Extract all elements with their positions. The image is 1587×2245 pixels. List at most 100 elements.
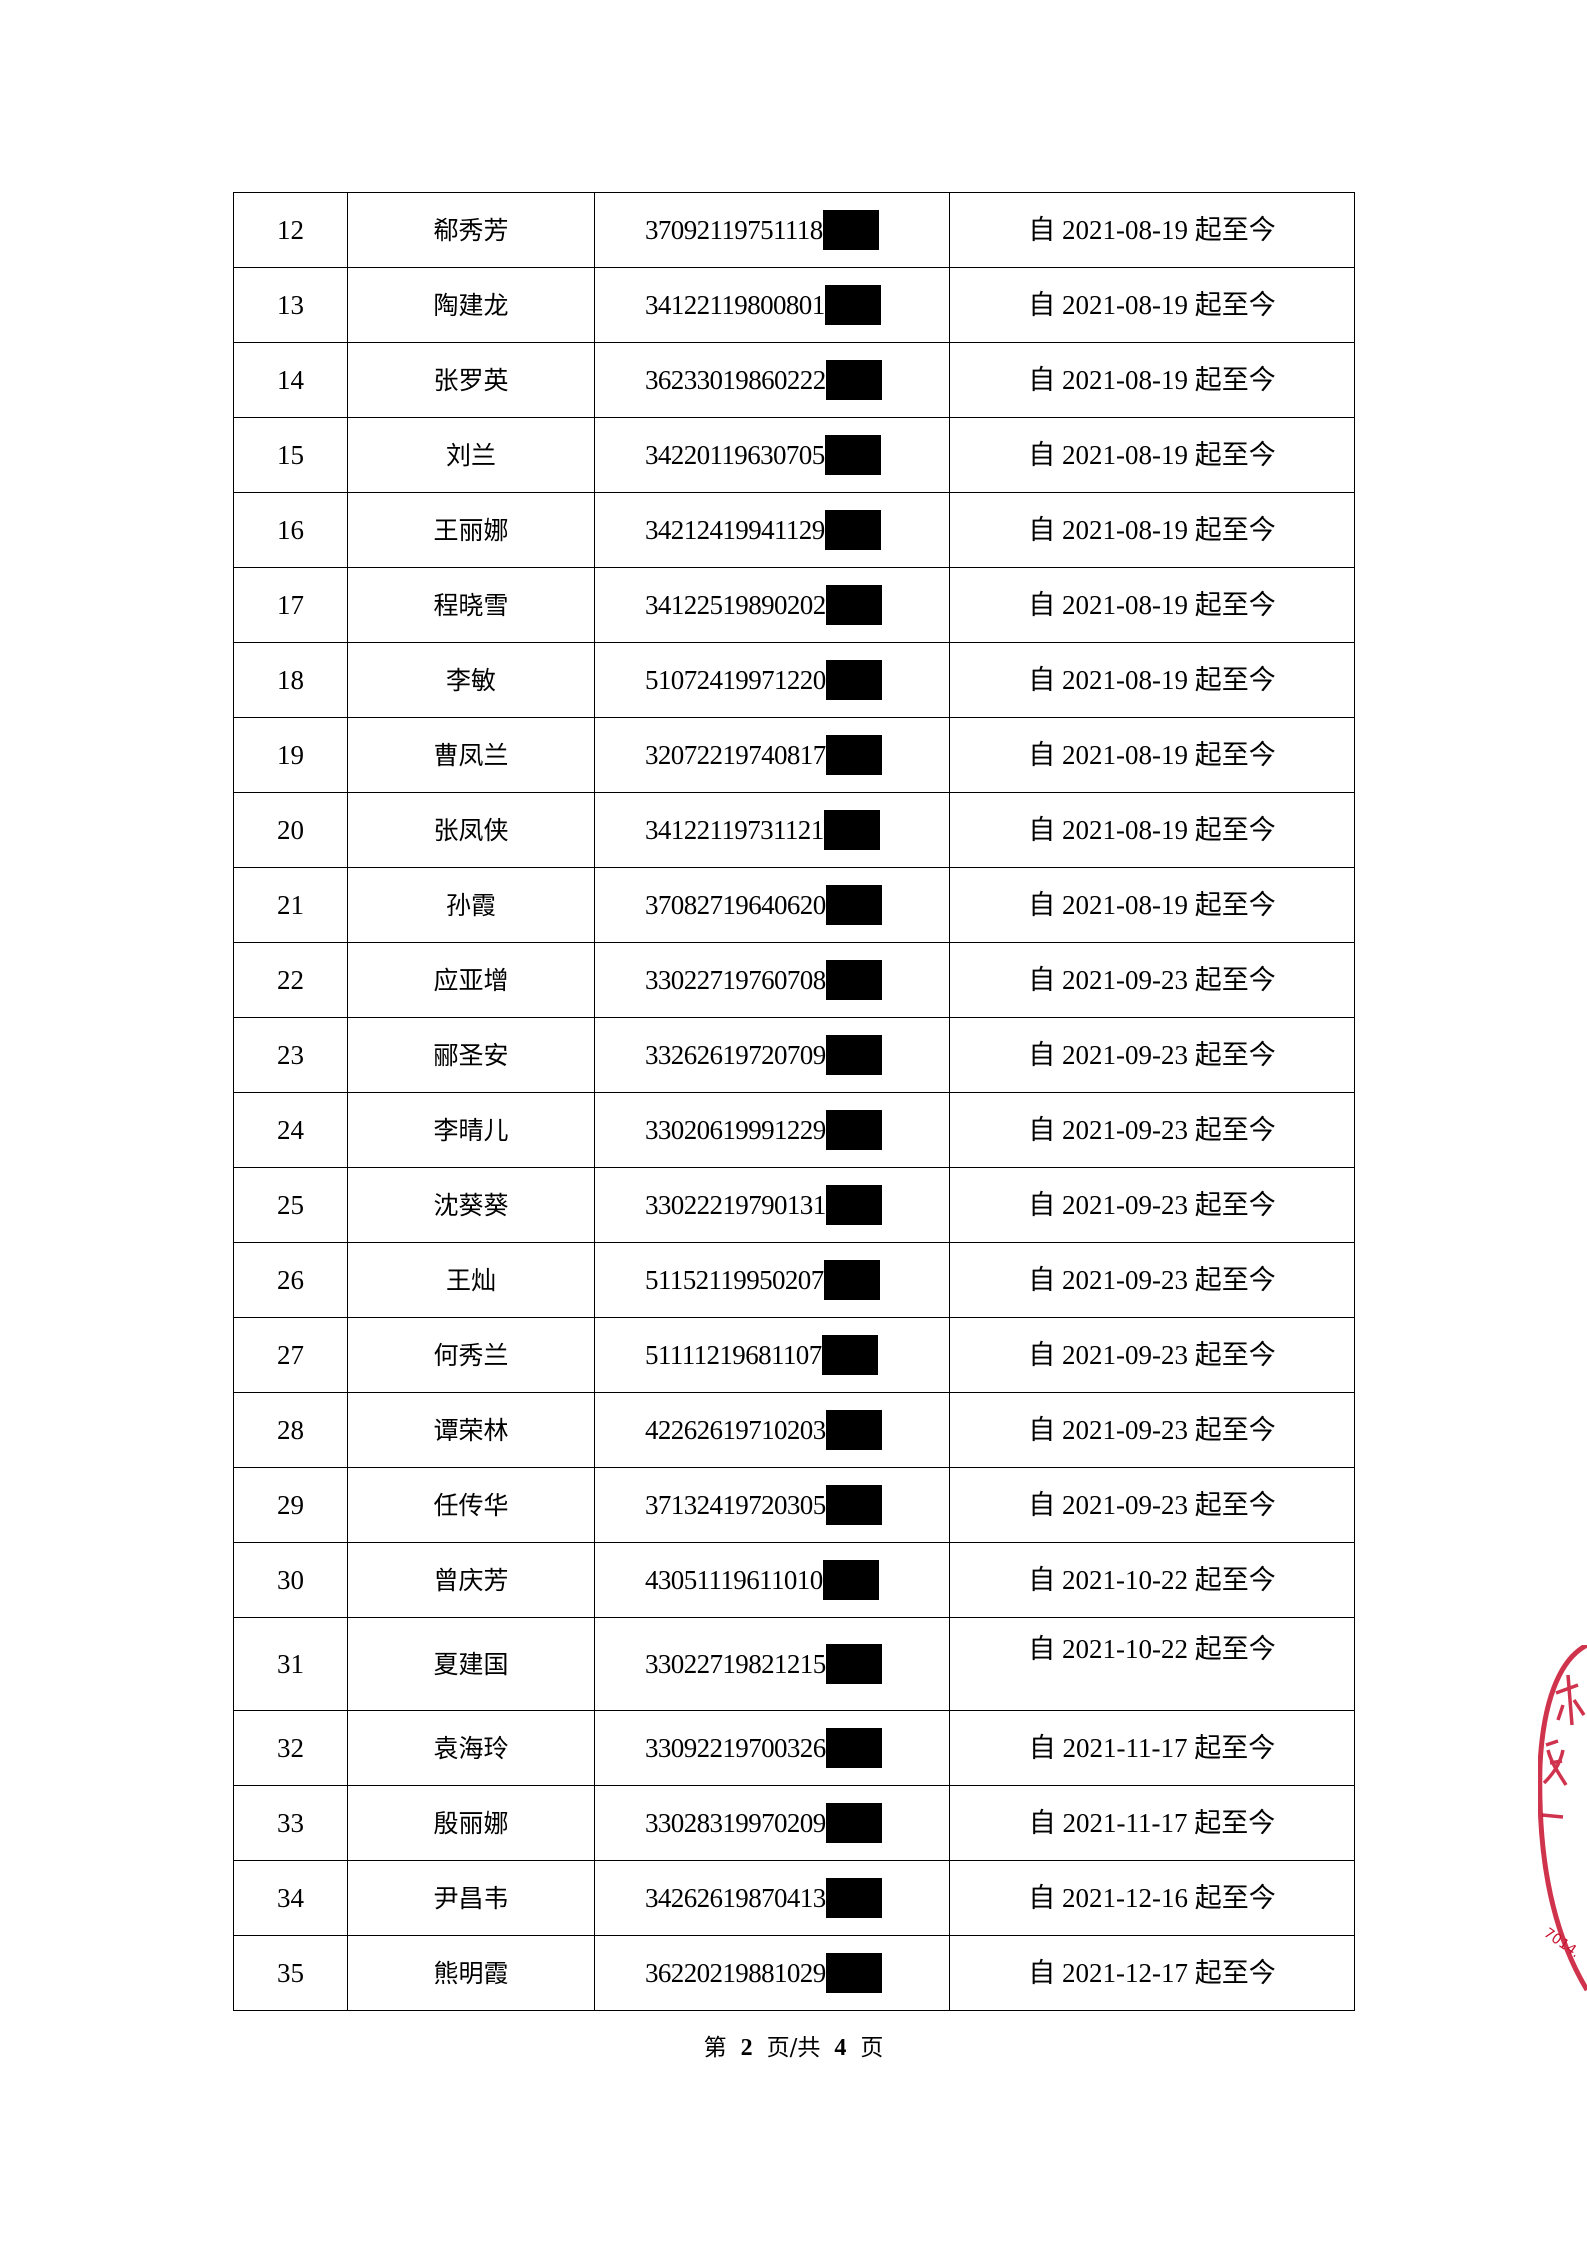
redaction-block — [825, 1185, 882, 1225]
redaction-block — [825, 360, 882, 400]
table-row: 31 夏建国 33022719821215 自 2021-10-22 起至今 — [233, 1617, 1355, 1711]
id-number-cell: 51152119950207 — [594, 1242, 950, 1318]
id-number-cell: 37132419720305 — [594, 1467, 950, 1543]
row-number: 15 — [233, 417, 348, 493]
table-row: 20 张凤侠 34122119731121 自 2021-08-19 起至今 — [233, 792, 1355, 868]
footer-prefix: 第 — [703, 2035, 727, 2061]
id-number: 33028319970209 — [645, 1807, 826, 1838]
table-row: 13 陶建龙 34122119800801 自 2021-08-19 起至今 — [233, 267, 1355, 343]
id-number: 51152119950207 — [645, 1264, 824, 1295]
employment-period: 自 2021-12-17 起至今 — [949, 1935, 1355, 2011]
redaction-block — [824, 435, 881, 475]
person-name: 孙霞 — [347, 867, 595, 943]
id-number-cell: 32072219740817 — [594, 717, 950, 793]
person-name: 任传华 — [347, 1467, 595, 1543]
id-number-cell: 34122519890202 — [594, 567, 950, 643]
row-number: 17 — [233, 567, 348, 643]
person-name: 谭荣林 — [347, 1392, 595, 1468]
person-name: 熊明霞 — [347, 1935, 595, 2011]
person-name: 陶建龙 — [347, 267, 595, 343]
table-row: 19 曹凤兰 32072219740817 自 2021-08-19 起至今 — [233, 717, 1355, 793]
table-row: 26 王灿 51152119950207 自 2021-09-23 起至今 — [233, 1242, 1355, 1318]
row-number: 13 — [233, 267, 348, 343]
employment-period: 自 2021-08-19 起至今 — [949, 867, 1355, 943]
id-number-cell: 34212419941129 — [594, 492, 950, 568]
person-name: 王灿 — [347, 1242, 595, 1318]
employment-period: 自 2021-11-17 起至今 — [949, 1785, 1355, 1861]
employment-period: 自 2021-08-19 起至今 — [949, 417, 1355, 493]
person-name: 夏建国 — [347, 1617, 595, 1711]
total-pages: 4 — [834, 2035, 847, 2061]
employment-period: 自 2021-08-19 起至今 — [949, 192, 1355, 268]
employment-period: 自 2021-08-19 起至今 — [949, 492, 1355, 568]
id-number: 51072419971220 — [645, 664, 826, 695]
table-row: 32 袁海玲 33092219700326 自 2021-11-17 起至今 — [233, 1710, 1355, 1786]
table-row: 23 郦圣安 33262619720709 自 2021-09-23 起至今 — [233, 1017, 1355, 1093]
person-name: 王丽娜 — [347, 492, 595, 568]
table-row: 35 熊明霞 36220219881029 自 2021-12-17 起至今 — [233, 1935, 1355, 2011]
person-name: 曾庆芳 — [347, 1542, 595, 1618]
id-number-cell: 33028319970209 — [594, 1785, 950, 1861]
row-number: 12 — [233, 192, 348, 268]
table-row: 17 程晓雪 34122519890202 自 2021-08-19 起至今 — [233, 567, 1355, 643]
id-number: 34122119731121 — [645, 814, 824, 845]
id-number: 42262619710203 — [645, 1414, 826, 1445]
employment-period: 自 2021-09-23 起至今 — [949, 942, 1355, 1018]
row-number: 25 — [233, 1167, 348, 1243]
redaction-block — [825, 960, 882, 1000]
employment-period: 自 2021-08-19 起至今 — [949, 567, 1355, 643]
row-number: 30 — [233, 1542, 348, 1618]
person-name: 何秀兰 — [347, 1317, 595, 1393]
table-row: 30 曾庆芳 43051119611010 自 2021-10-22 起至今 — [233, 1542, 1355, 1618]
employment-period: 自 2021-09-23 起至今 — [949, 1467, 1355, 1543]
redaction-block — [825, 1410, 882, 1450]
id-number: 43051119611010 — [645, 1564, 823, 1595]
table-row: 25 沈葵葵 33022219790131 自 2021-09-23 起至今 — [233, 1167, 1355, 1243]
id-number: 37092119751118 — [645, 214, 823, 245]
id-number: 37082719640620 — [645, 889, 826, 920]
table-row: 27 何秀兰 51111219681107 自 2021-09-23 起至今 — [233, 1317, 1355, 1393]
id-number-cell: 43051119611010 — [594, 1542, 950, 1618]
id-number-cell: 36233019860222 — [594, 342, 950, 418]
id-number: 34122519890202 — [645, 589, 826, 620]
employment-period: 自 2021-09-23 起至今 — [949, 1092, 1355, 1168]
person-name: 尹昌韦 — [347, 1860, 595, 1936]
table-row: 34 尹昌韦 34262619870413 自 2021-12-16 起至今 — [233, 1860, 1355, 1936]
redaction-block — [822, 1560, 879, 1600]
id-number: 34122119800801 — [645, 289, 825, 320]
employment-period: 自 2021-10-22 起至今 — [949, 1617, 1355, 1711]
redaction-block — [824, 510, 881, 550]
table-row: 14 张罗英 36233019860222 自 2021-08-19 起至今 — [233, 342, 1355, 418]
person-name: 曹凤兰 — [347, 717, 595, 793]
employment-period: 自 2021-08-19 起至今 — [949, 342, 1355, 418]
person-name: 殷丽娜 — [347, 1785, 595, 1861]
redaction-block — [825, 585, 882, 625]
table-row: 29 任传华 37132419720305 自 2021-09-23 起至今 — [233, 1467, 1355, 1543]
row-number: 20 — [233, 792, 348, 868]
row-number: 33 — [233, 1785, 348, 1861]
employment-period: 自 2021-09-23 起至今 — [949, 1017, 1355, 1093]
row-number: 14 — [233, 342, 348, 418]
footer-suffix: 页 — [860, 2035, 884, 2061]
page-footer: 第 2 页/共 4 页 — [0, 2028, 1587, 2062]
redaction-block — [825, 1035, 882, 1075]
id-number: 33022719821215 — [645, 1648, 826, 1679]
redaction-block — [825, 1728, 882, 1768]
table-row: 28 谭荣林 42262619710203 自 2021-09-23 起至今 — [233, 1392, 1355, 1468]
id-number-cell: 34122119800801 — [594, 267, 950, 343]
footer-middle: 页/共 — [766, 2035, 821, 2061]
employment-period: 自 2021-10-22 起至今 — [949, 1542, 1355, 1618]
person-name: 李敏 — [347, 642, 595, 718]
id-number: 34220119630705 — [645, 439, 825, 470]
id-number: 32072219740817 — [645, 739, 826, 770]
redaction-block — [821, 1335, 878, 1375]
id-number: 51111219681107 — [645, 1339, 822, 1370]
id-number-cell: 33022719821215 — [594, 1617, 950, 1711]
table-row: 15 刘兰 34220119630705 自 2021-08-19 起至今 — [233, 417, 1355, 493]
redaction-block — [825, 1878, 882, 1918]
employment-period: 自 2021-11-17 起至今 — [949, 1710, 1355, 1786]
id-number: 36220219881029 — [645, 1957, 826, 1988]
id-number: 34212419941129 — [645, 514, 825, 545]
row-number: 18 — [233, 642, 348, 718]
id-number-cell: 34262619870413 — [594, 1860, 950, 1936]
